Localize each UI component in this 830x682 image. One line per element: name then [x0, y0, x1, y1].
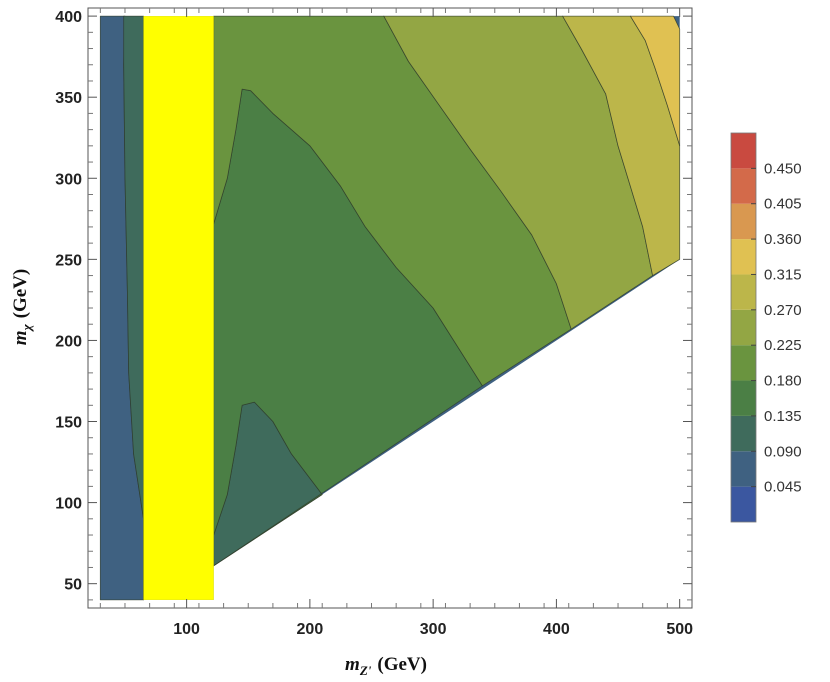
colorbar-tick-label: 0.045 [764, 479, 802, 496]
x-axis-var: m [345, 654, 360, 675]
colorbar-tick-label: 0.135 [764, 408, 802, 425]
y-tick-label: 400 [55, 9, 82, 26]
x-axis-unit: (GeV) [377, 654, 427, 675]
colorbar-swatch [731, 486, 756, 522]
x-tick-label: 100 [173, 621, 200, 638]
x-tick-label: 400 [543, 621, 570, 638]
y-tick-label: 300 [55, 171, 82, 188]
colorbar-swatch [731, 274, 756, 310]
y-axis-sub: χ [19, 323, 34, 332]
colorbar-tick-label: 0.180 [764, 373, 802, 390]
x-axis-sub: Z' [359, 663, 372, 678]
y-tick-label: 100 [55, 496, 82, 513]
x-tick-label: 500 [666, 621, 693, 638]
y-axis-var: m [10, 330, 31, 345]
x-axis-label: mZ' (GeV) [345, 654, 427, 678]
colorbar-tick-label: 0.090 [764, 443, 802, 460]
colorbar-tick-label: 0.270 [764, 302, 802, 319]
colorbar-swatch [731, 309, 756, 346]
y-tick-label: 200 [55, 333, 82, 350]
colorbar-tick-label: 0.225 [764, 337, 802, 354]
y-tick-label: 150 [55, 415, 82, 432]
colorbar-tick-label: 0.360 [764, 231, 802, 248]
y-axis-unit: (GeV) [10, 269, 31, 319]
colorbar-swatch [731, 380, 756, 416]
y-tick-label: 50 [64, 577, 82, 594]
contour-band-1 [123, 15, 144, 601]
y-tick-label: 350 [55, 90, 82, 107]
colorbar-frame [730, 132, 757, 523]
x-tick-label: 200 [297, 621, 324, 638]
colorbar-swatch [731, 133, 756, 169]
colorbar-swatch [731, 168, 756, 204]
colorbar-swatch [731, 451, 756, 487]
colorbar-swatch [731, 345, 756, 381]
y-axis-label: mχ (GeV) [10, 269, 34, 345]
excluded-band [143, 16, 214, 600]
contour-band-7 [630, 15, 681, 147]
colorbar-swatch [731, 239, 756, 275]
x-tick-label: 300 [420, 621, 447, 638]
y-tick-label: 250 [55, 252, 82, 269]
colorbar-swatch [731, 203, 756, 240]
colorbar-swatch [731, 415, 756, 452]
colorbar-tick-label: 0.450 [764, 160, 802, 177]
colorbar-tick-label: 0.405 [764, 196, 802, 213]
colorbar-tick-label: 0.315 [764, 266, 802, 283]
